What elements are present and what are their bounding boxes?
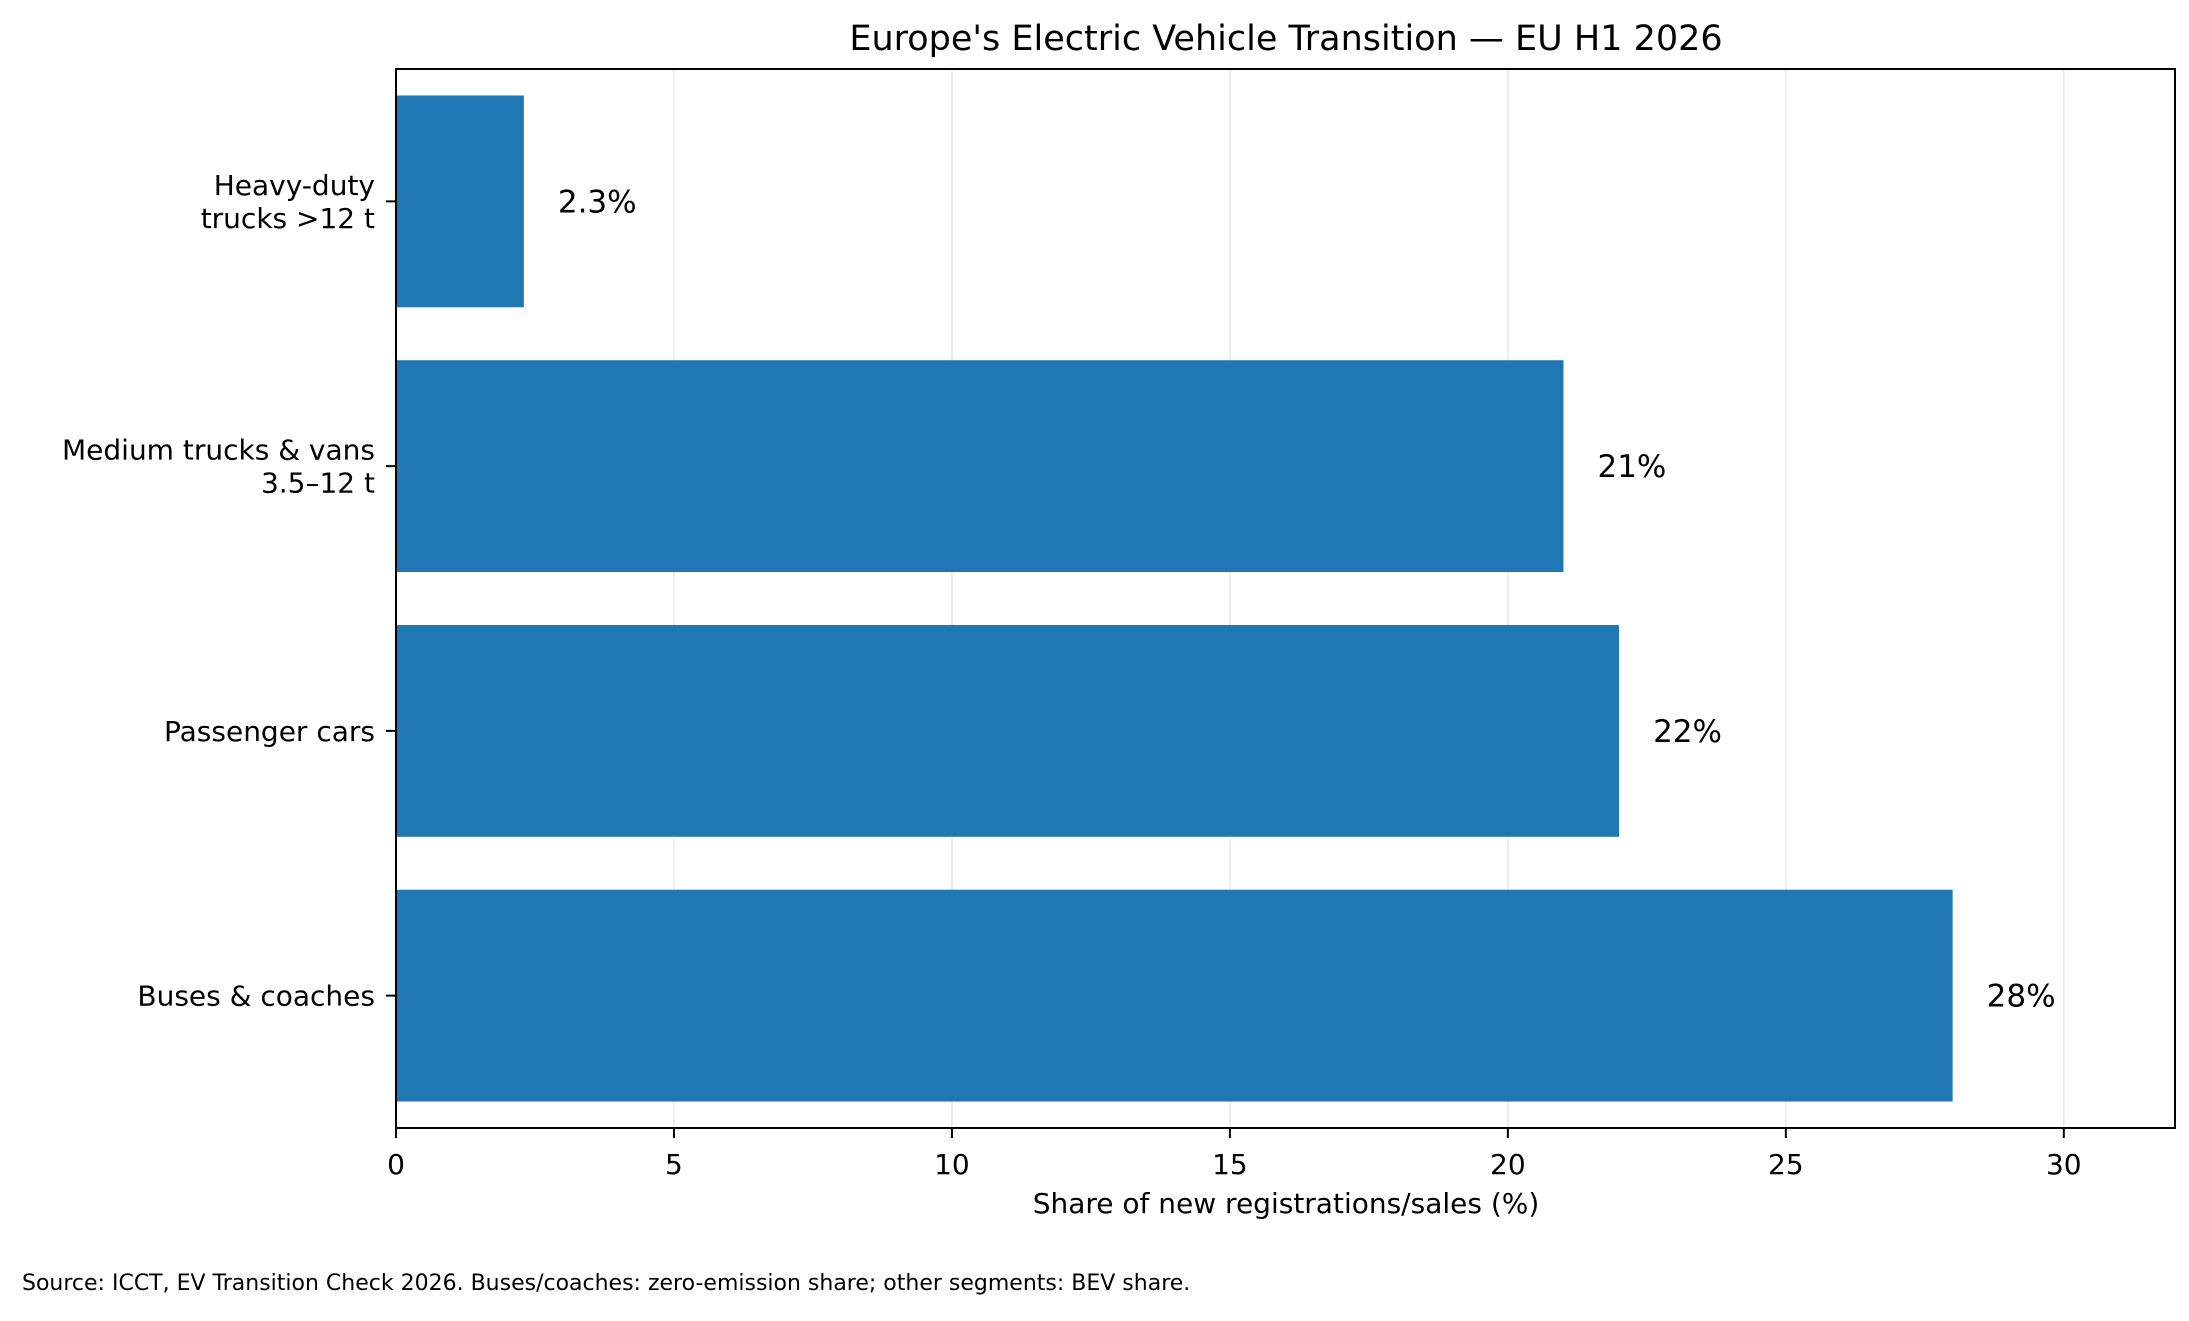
bar: [396, 360, 1564, 573]
plot-frame: [395, 68, 2176, 1129]
y-tick-label: Buses & coaches: [137, 980, 375, 1013]
chart-title: Europe's Electric Vehicle Transition — E…: [849, 19, 1722, 59]
y-tick-label-line: Heavy-duty: [214, 169, 375, 202]
data-labels: 2.3% 21% 22% 28%: [558, 184, 2056, 1014]
bar: [396, 889, 1953, 1102]
y-tick-label: Medium trucks & vans 3.5–12 t: [62, 434, 375, 500]
y-tick-label-line: Buses & coaches: [137, 980, 375, 1013]
bar: [396, 95, 524, 308]
x-tick-label: 25: [1768, 1148, 1804, 1181]
axes: Heavy-duty trucks >12 t Medium trucks & va…: [62, 68, 2176, 1181]
source-footnote: Source: ICCT, EV Transition Check 2026. …: [22, 1271, 1191, 1296]
x-axis-label: Share of new registrations/sales (%): [1033, 1187, 1540, 1220]
data-label: 28%: [1987, 979, 2056, 1015]
x-tick-label: 5: [665, 1148, 683, 1181]
y-tick-label-line: 3.5–12 t: [261, 467, 375, 500]
y-tick-label: Passenger cars: [164, 715, 375, 748]
data-label: 21%: [1597, 449, 1666, 485]
bar: [396, 624, 1620, 837]
bars: [396, 95, 1953, 1102]
x-tick-label: 0: [387, 1148, 405, 1181]
data-label: 22%: [1653, 714, 1722, 750]
x-tick-label: 10: [934, 1148, 970, 1181]
x-tick-label: 15: [1212, 1148, 1248, 1181]
y-tick-label: Heavy-duty trucks >12 t: [201, 169, 375, 235]
y-tick-label-line: trucks >12 t: [201, 202, 375, 235]
x-tick-label: 20: [1490, 1148, 1526, 1181]
y-tick-label-line: Medium trucks & vans: [62, 434, 375, 467]
y-tick-label-line: Passenger cars: [164, 715, 375, 748]
data-label: 2.3%: [558, 184, 637, 220]
x-tick-label: 30: [2046, 1148, 2082, 1181]
gridlines: [395, 69, 2065, 1128]
